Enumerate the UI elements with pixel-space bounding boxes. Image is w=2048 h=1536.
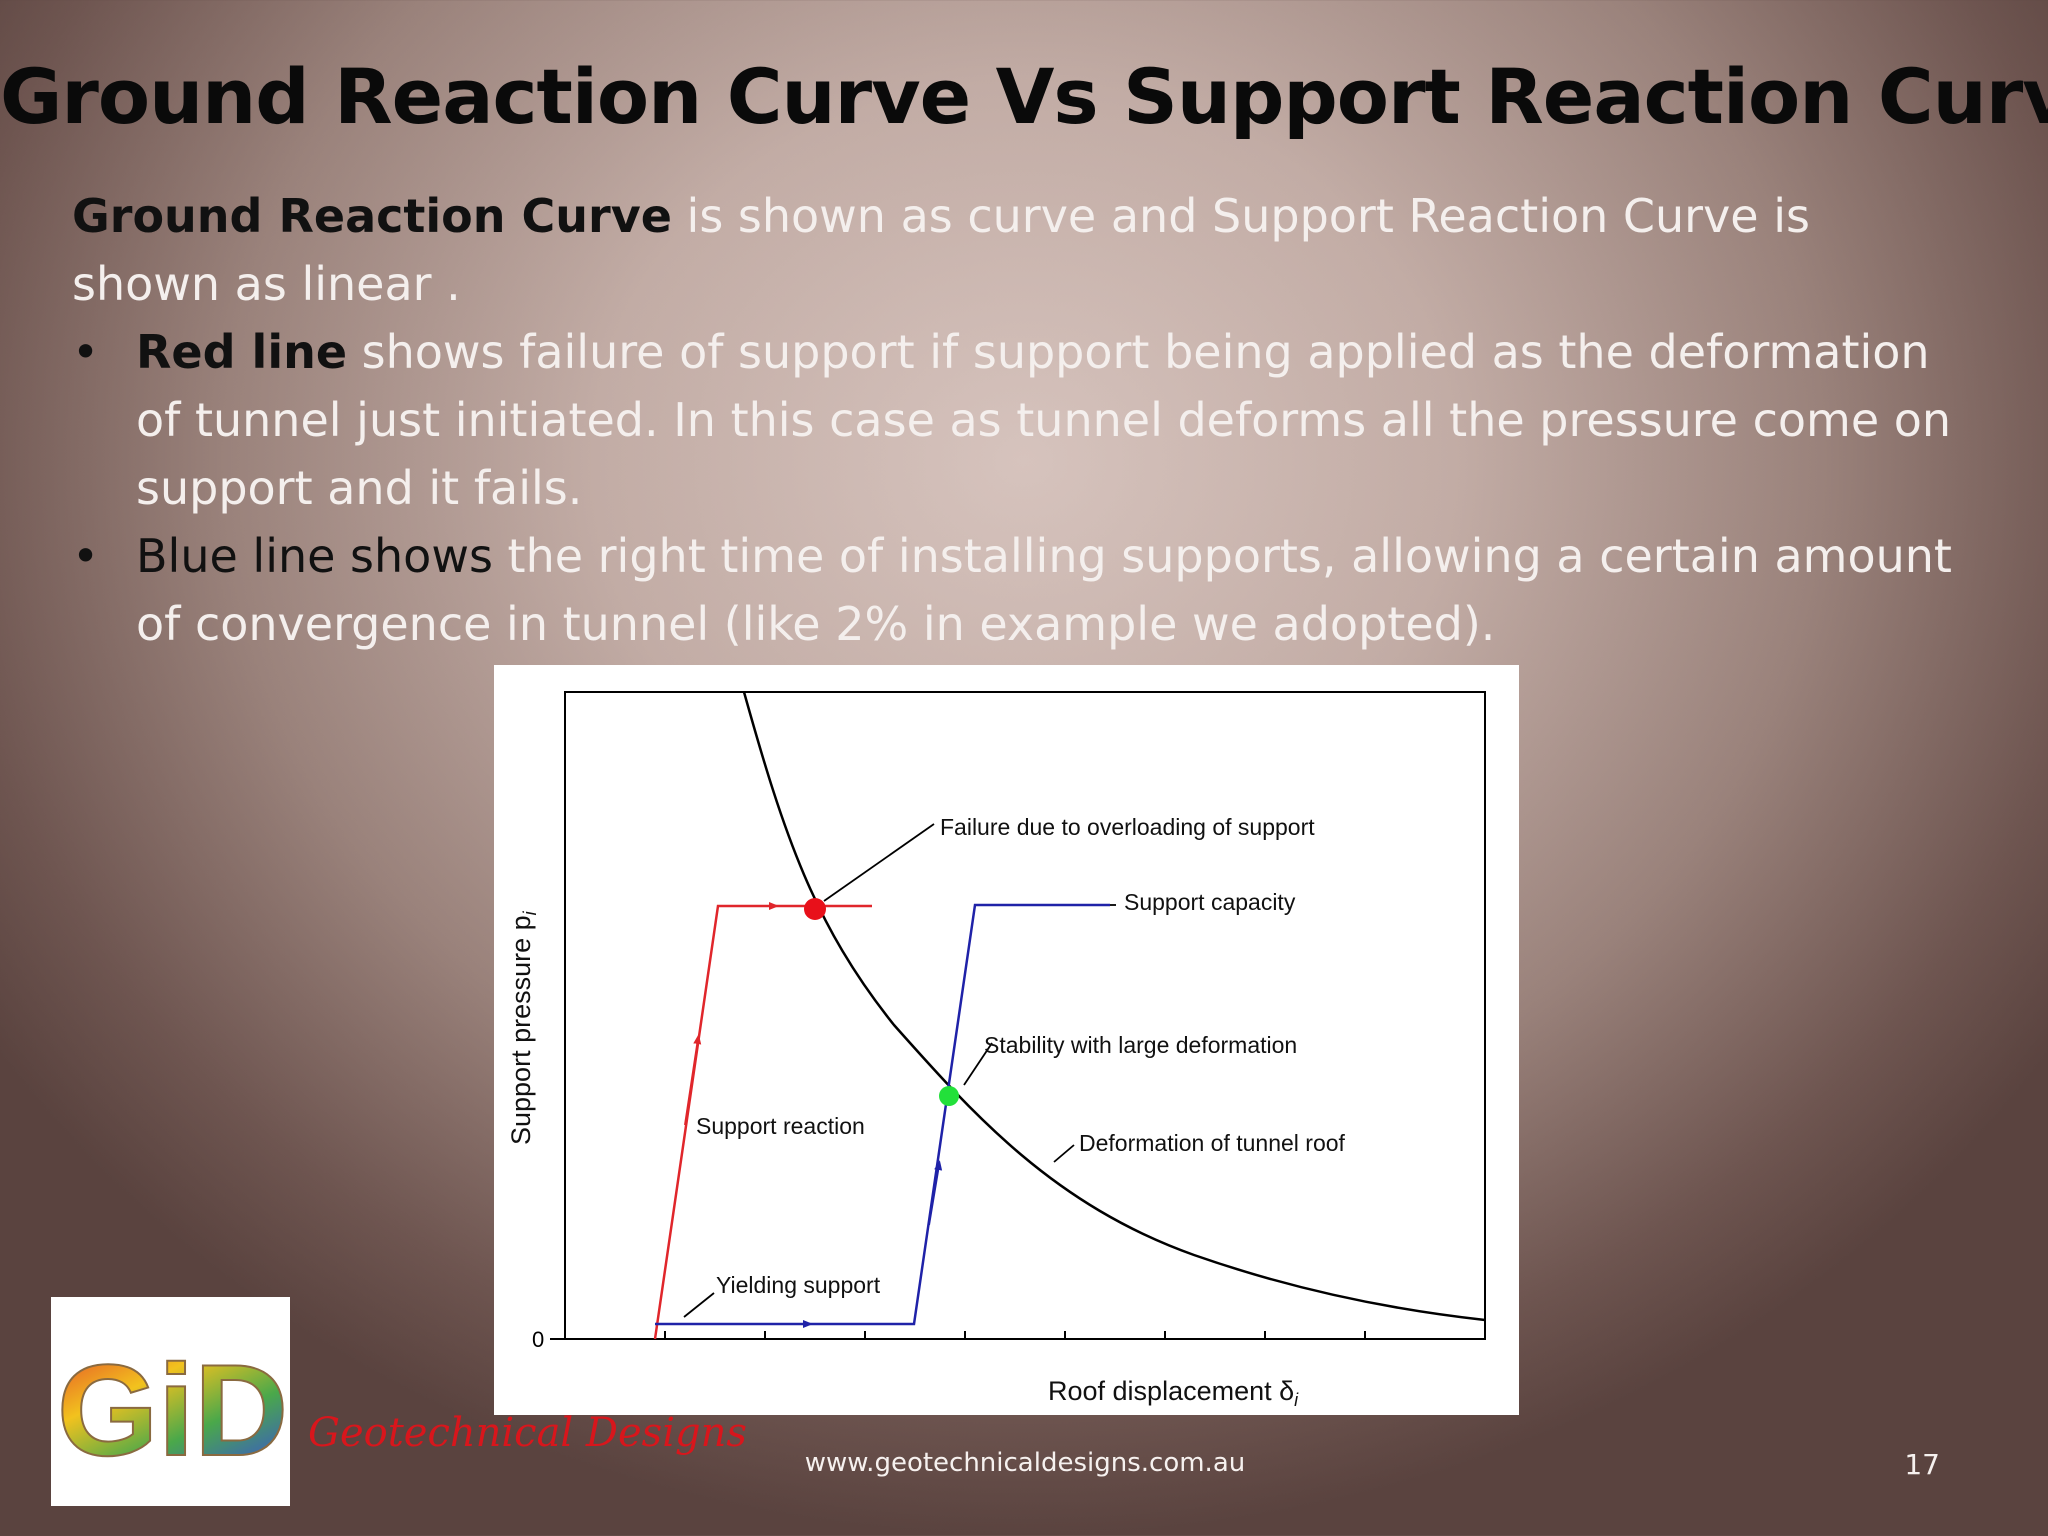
red-arrow-up xyxy=(684,1034,702,1126)
company-logo: GiDs xyxy=(51,1297,361,1506)
deformation-leader xyxy=(1053,1144,1075,1163)
plot-frame xyxy=(564,691,1486,1340)
ground-reaction-curve xyxy=(742,691,1486,1322)
bullet-marker: • xyxy=(72,529,100,583)
bullet-red-line: • Red line shows failure of support if s… xyxy=(72,318,1972,522)
bullet-lead: Blue line shows xyxy=(136,529,493,583)
y-axis-label: Support pressure pi xyxy=(506,910,540,1145)
page-number: 17 xyxy=(1904,1448,1940,1481)
intro-text: is shown as curve and Support Reaction C… xyxy=(72,189,1810,311)
failure-label: Failure due to overloading of support xyxy=(940,814,1315,840)
blue-arrow-up xyxy=(928,1160,943,1226)
bullet-blue-line: • Blue line shows the right time of inst… xyxy=(72,522,1972,658)
slide-title: Ground Reaction Curve Vs Support Reactio… xyxy=(0,52,2048,141)
footer-url: www.geotechnicaldesigns.com.au xyxy=(804,1448,1246,1478)
intro-paragraph: Ground Reaction Curve is shown as curve … xyxy=(72,182,1972,318)
support-reaction-label: Support reaction xyxy=(696,1113,865,1139)
deformation-label: Deformation of tunnel roof xyxy=(1079,1130,1346,1156)
stability-label: Stability with large deformation xyxy=(984,1032,1297,1058)
reaction-curve-diagram: 0 Failure due to overloading of support … xyxy=(494,665,1519,1415)
bullet-text: shows failure of support if support bein… xyxy=(136,325,1952,515)
x-axis-label: Roof displacement δi xyxy=(1048,1376,1299,1410)
stability-point xyxy=(939,1086,959,1106)
logo-letters: GiDs xyxy=(57,1337,290,1483)
x-axis-ticks xyxy=(550,1331,1366,1340)
bullet-text: the right time of installing supports, a… xyxy=(136,529,1952,651)
failure-leader xyxy=(823,823,935,902)
slide-body: Ground Reaction Curve is shown as curve … xyxy=(72,182,1972,658)
bullet-lead: Red line xyxy=(136,325,348,379)
brand-name: Geotechnical Designs xyxy=(308,1410,747,1456)
failure-point xyxy=(804,898,826,920)
intro-bold-term: Ground Reaction Curve xyxy=(72,189,672,243)
origin-label: 0 xyxy=(532,1327,544,1352)
capacity-label: Support capacity xyxy=(1124,889,1296,915)
yielding-leader xyxy=(683,1292,715,1318)
bullet-marker: • xyxy=(72,325,100,379)
yielding-label: Yielding support xyxy=(716,1272,881,1298)
stability-leader xyxy=(963,1042,993,1086)
diagram-svg: 0 Failure due to overloading of support … xyxy=(506,691,1486,1410)
logo-svg: GiDs xyxy=(56,1336,361,1484)
